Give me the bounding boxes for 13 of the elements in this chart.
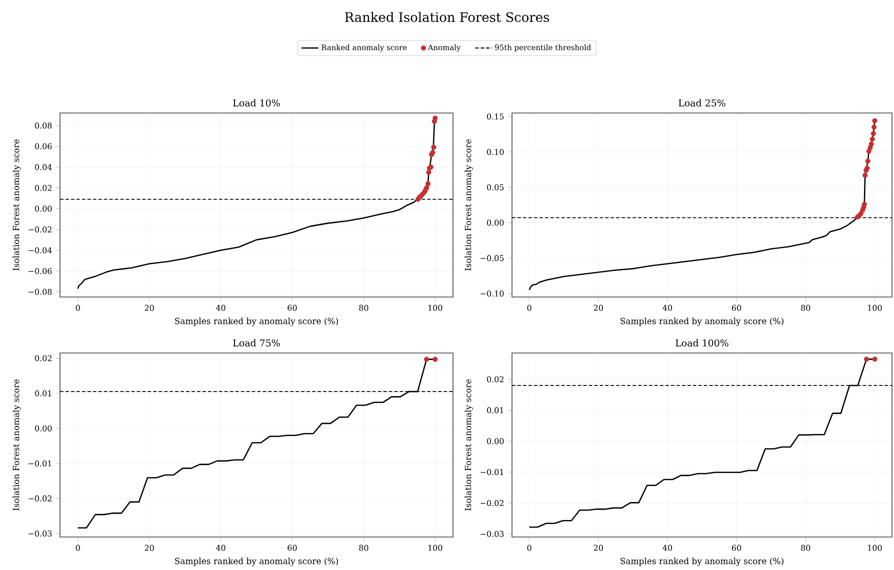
chart-title: Load 100% — [676, 339, 728, 347]
x-axis-title: Samples ranked by anomaly score (%) — [620, 318, 784, 326]
chart-title: Load 25% — [678, 99, 726, 107]
x-axis-title: Samples ranked by anomaly score (%) — [175, 558, 338, 566]
chart-title: Load 75% — [233, 339, 280, 347]
text: Ranked Isolation Forest Scores — [345, 12, 550, 22]
x-axis-title: Samples ranked by anomaly score (%) — [620, 558, 784, 566]
x-axis-title: Samples ranked by anomaly score (%) — [175, 318, 338, 326]
y-axis-title: Isolation Forest anomaly score — [464, 379, 473, 511]
chart-title: Load 10% — [233, 99, 280, 107]
y-axis-title: Isolation Forest anomaly score — [464, 139, 473, 271]
y-axis-title: Isolation Forest anomaly score — [12, 139, 21, 271]
y-axis-title: Isolation Forest anomaly score — [12, 379, 21, 511]
